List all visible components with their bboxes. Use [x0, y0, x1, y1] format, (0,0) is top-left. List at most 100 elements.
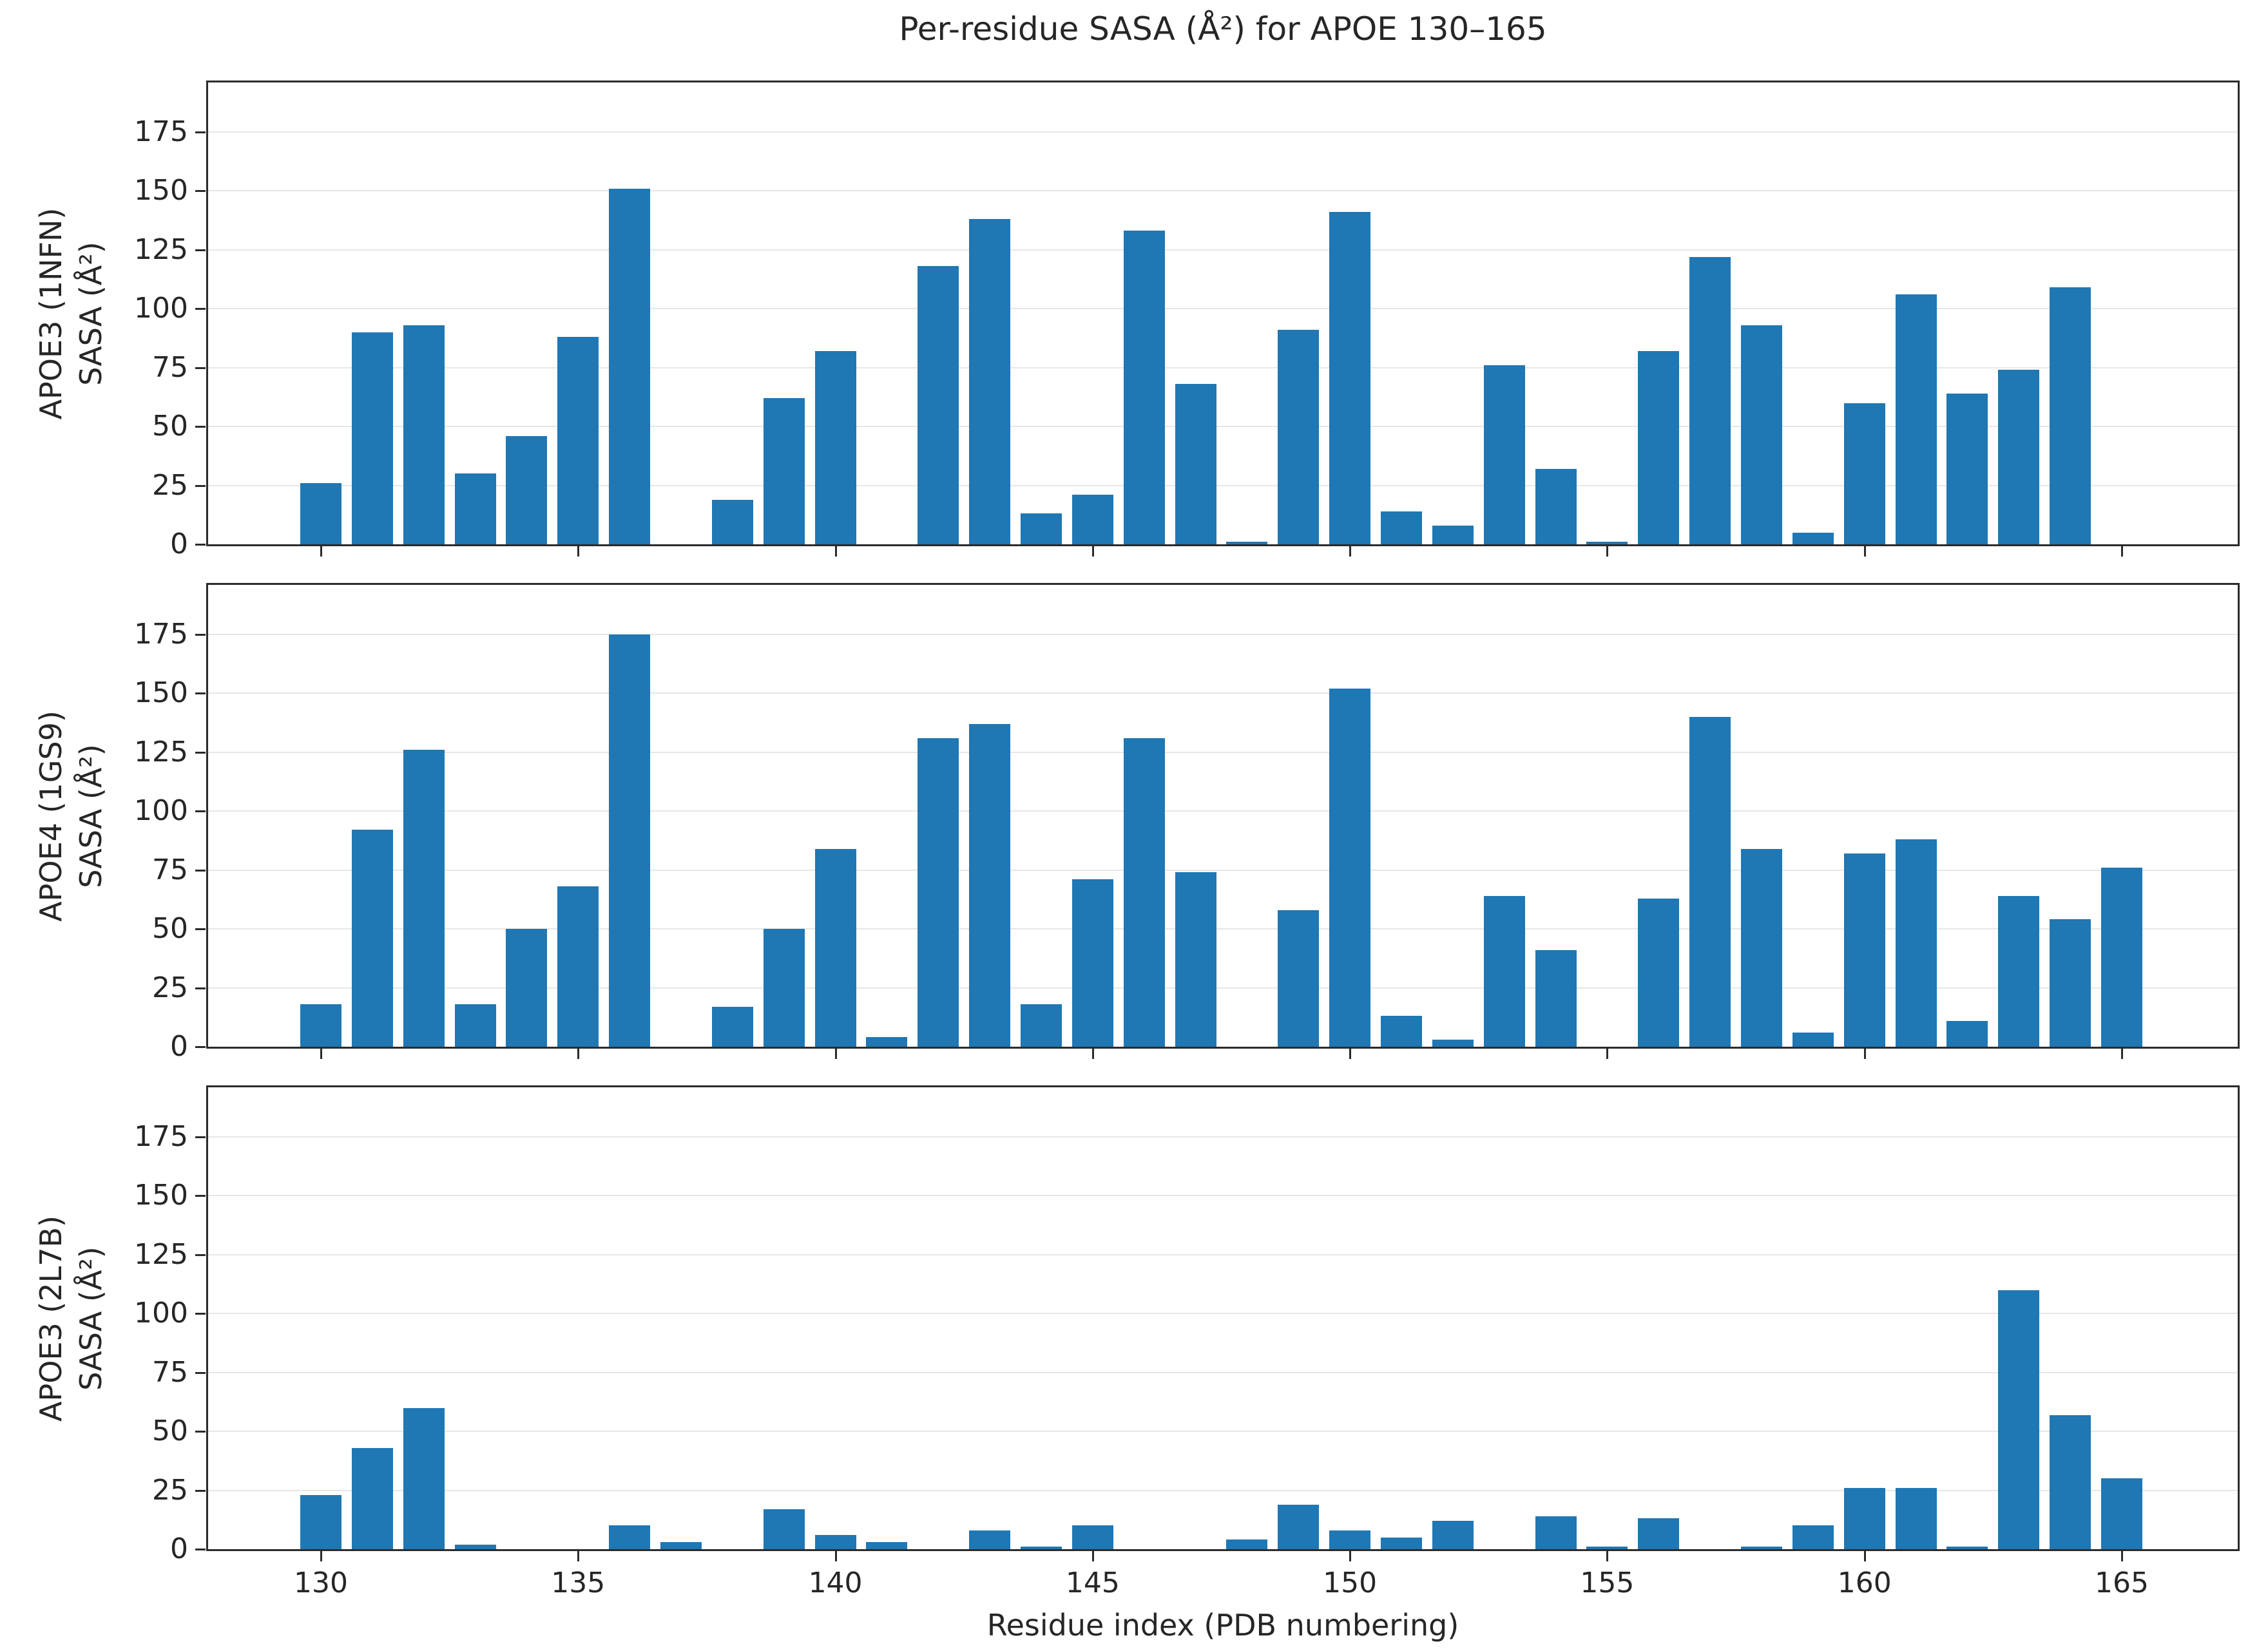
bar-apoe4-res139: [763, 929, 805, 1047]
bar-apoe3-res154: [1535, 468, 1577, 544]
bar-apoe3-res136: [609, 1525, 651, 1549]
bar-apoe3-res160: [1843, 403, 1885, 544]
x-tick-mark: [1863, 1551, 1866, 1561]
y-tick-label: 75: [152, 350, 188, 384]
x-tick-mark: [577, 1049, 580, 1059]
bar-apoe4-res146: [1123, 738, 1165, 1047]
y-tick-mark: [195, 190, 206, 193]
bar-apoe4-res145: [1072, 879, 1113, 1047]
y-tick-label: 150: [134, 174, 188, 207]
bar-apoe4-res163: [1998, 895, 2040, 1047]
bar-apoe3-res144: [1020, 513, 1062, 544]
bar-apoe4-res164: [2050, 919, 2091, 1047]
bar-apoe3-res139: [763, 1509, 805, 1549]
y-tick-label: 50: [152, 1415, 188, 1448]
bar-apoe3-res142: [918, 266, 959, 544]
y-tick-label: 125: [134, 1237, 188, 1271]
bar-apoe3-res141: [866, 1542, 908, 1549]
bar-apoe3-res140: [814, 351, 856, 544]
bar-apoe3-res146: [1123, 231, 1165, 544]
x-tick-mark: [834, 546, 837, 557]
subplot-apoe3-1nfn-: [206, 81, 2240, 546]
bar-apoe3-res148: [1226, 542, 1268, 544]
y-axis-label-line: APOE3 (1NFN): [33, 207, 68, 419]
y-axis-label-apoe4: APOE4 (1GS9) SASA (Å²): [31, 710, 111, 922]
gridline-y150: [208, 190, 2238, 192]
bar-apoe3-res133: [454, 1544, 496, 1549]
x-axis-label: Residue index (PDB numbering): [986, 1608, 1459, 1643]
bar-apoe4-res150: [1329, 688, 1371, 1047]
y-tick-label: 0: [170, 1532, 188, 1565]
y-axis-label-line: APOE3 (2L7B): [33, 1215, 68, 1422]
x-tick-mark: [1606, 1049, 1609, 1059]
y-tick-mark: [195, 131, 206, 133]
bar-apoe4-res141: [866, 1037, 908, 1047]
bar-apoe4-res160: [1843, 853, 1885, 1047]
bar-apoe3-res143: [969, 1530, 1011, 1549]
bar-apoe4-res140: [814, 848, 856, 1047]
y-tick-mark: [195, 1136, 206, 1138]
x-tick-label-155: 155: [1580, 1567, 1635, 1599]
bar-apoe3-res158: [1740, 325, 1782, 544]
bar-apoe3-res155: [1586, 1547, 1628, 1549]
bar-apoe4-res147: [1175, 872, 1216, 1047]
bar-apoe3-res157: [1689, 256, 1731, 544]
x-tick-mark: [2120, 1049, 2123, 1059]
x-tick-mark: [320, 546, 322, 557]
chart-title: Per-residue SASA (Å²) for APOE 130–165: [899, 10, 1547, 48]
bar-apoe4-res149: [1278, 910, 1320, 1047]
x-tick-mark: [320, 1551, 322, 1561]
bar-apoe3-res133: [454, 473, 496, 544]
bar-apoe4-res134: [506, 929, 548, 1047]
bar-apoe3-res135: [557, 337, 599, 544]
bar-apoe4-res154: [1535, 950, 1577, 1047]
y-tick-label: 75: [152, 853, 188, 886]
bar-apoe3-res150: [1329, 1530, 1371, 1549]
x-tick-mark: [320, 1049, 322, 1059]
bar-apoe3-res165: [2100, 1478, 2142, 1549]
bar-apoe3-res145: [1072, 1525, 1113, 1549]
x-tick-label-160: 160: [1837, 1567, 1892, 1599]
gridline-y175: [208, 131, 2238, 133]
bar-apoe3-res163: [1998, 1290, 2040, 1549]
gridline-y125: [208, 249, 2238, 251]
bar-apoe3-res132: [403, 1407, 445, 1549]
gridline-y150: [208, 692, 2238, 694]
x-tick-mark: [1091, 1551, 1094, 1561]
x-tick-mark: [1863, 546, 1866, 557]
bar-apoe3-res156: [1638, 351, 1680, 544]
bar-apoe3-res149: [1278, 1504, 1320, 1549]
bar-apoe3-res159: [1792, 532, 1834, 544]
bar-apoe4-res157: [1689, 716, 1731, 1047]
bar-apoe3-res151: [1380, 1537, 1422, 1549]
y-axis-label-line: SASA (Å²): [73, 241, 108, 386]
y-tick-mark: [195, 484, 206, 487]
y-tick-label: 25: [152, 971, 188, 1004]
x-tick-label-140: 140: [808, 1567, 863, 1599]
bar-apoe3-res152: [1432, 525, 1474, 544]
y-tick-mark: [195, 1313, 206, 1315]
gridline-y50: [208, 1431, 2238, 1433]
bar-apoe4-res151: [1380, 1016, 1422, 1047]
gridline-y150: [208, 1195, 2238, 1197]
bar-apoe4-res152: [1432, 1040, 1474, 1047]
y-tick-label: 125: [134, 735, 188, 768]
y-tick-mark: [195, 1431, 206, 1433]
y-tick-mark: [195, 751, 206, 754]
y-tick-label: 0: [170, 1030, 188, 1063]
bar-apoe3-res131: [351, 1447, 393, 1549]
bar-apoe3-res144: [1020, 1547, 1062, 1549]
y-tick-label: 100: [134, 1297, 188, 1330]
bar-apoe3-res160: [1843, 1487, 1885, 1549]
bar-apoe3-res139: [763, 398, 805, 544]
gridline-y75: [208, 1371, 2238, 1373]
gridline-y100: [208, 810, 2238, 812]
bar-apoe3-res151: [1380, 511, 1422, 544]
bar-apoe3-res147: [1175, 384, 1216, 544]
bar-apoe4-res132: [403, 750, 445, 1047]
y-tick-mark: [195, 1253, 206, 1256]
x-tick-mark: [2120, 1551, 2123, 1561]
gridline-y125: [208, 1253, 2238, 1255]
x-tick-label-150: 150: [1323, 1567, 1378, 1599]
x-tick-mark: [1349, 1551, 1352, 1561]
